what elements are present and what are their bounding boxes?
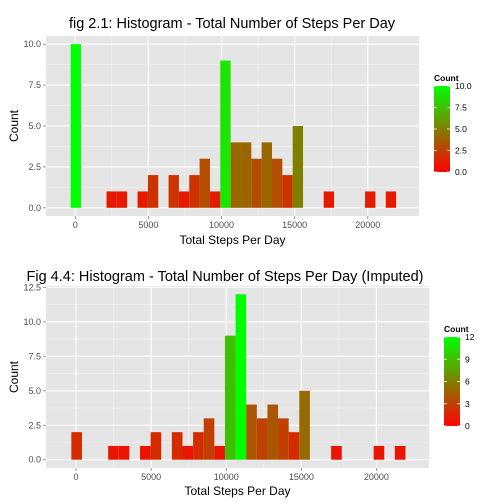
y-tick-label: 0.0 [28, 455, 41, 465]
histogram-bar [394, 445, 406, 460]
histogram-bar [240, 142, 252, 208]
histogram-bar [214, 445, 225, 460]
histogram-bar [261, 142, 273, 208]
histogram-bar [147, 175, 159, 208]
y-tick-label: 7.5 [28, 80, 41, 90]
histogram-bar [323, 191, 335, 208]
x-axis-title: Total Steps Per Day [179, 233, 285, 247]
histogram-bar [168, 175, 179, 208]
histogram-bar [230, 142, 241, 208]
legend-colorbar [444, 337, 460, 426]
histogram-bar [171, 432, 183, 460]
y-axis-title: Count [7, 360, 21, 393]
histogram-bar [282, 175, 293, 208]
x-axis-title: Total Steps Per Day [184, 484, 290, 498]
x-tick-label: 0 [74, 472, 79, 482]
histogram-bar [251, 158, 262, 208]
x-tick-label: 20000 [355, 220, 380, 230]
legend-tick-label: 12 [465, 332, 475, 342]
histogram-bar [178, 191, 190, 208]
x-tick-label: 10000 [209, 220, 234, 230]
y-tick-label: 12.5 [23, 282, 41, 292]
y-tick-label: 0.0 [28, 203, 41, 213]
histogram-bar [116, 191, 128, 208]
histogram-bar [224, 335, 236, 460]
y-tick-label: 10.0 [23, 317, 41, 327]
legend-tick-label: 2.5 [455, 146, 467, 156]
histogram-bar [385, 191, 397, 208]
y-tick-label: 5.0 [28, 121, 41, 131]
x-tick-label: 0 [73, 220, 78, 230]
histogram-bar [140, 445, 151, 460]
histogram-bar [256, 418, 268, 460]
x-tick-label: 10000 [214, 472, 239, 482]
histogram-bar [365, 191, 376, 208]
x-tick-label: 20000 [364, 472, 389, 482]
y-axis-title: Count [7, 109, 21, 142]
histogram-bar [209, 191, 221, 208]
y-tick-label: 7.5 [28, 351, 41, 361]
legend-tick-label: 5.0 [455, 124, 467, 134]
histogram-bar [118, 445, 130, 460]
chart-title: Fig 4.4: Histogram - Total Number of Ste… [26, 269, 423, 285]
x-tick-label: 5000 [141, 472, 161, 482]
histogram-bar [246, 404, 257, 460]
histogram-bar [108, 445, 119, 460]
y-tick-label: 10.0 [23, 39, 41, 49]
histogram-bar [272, 158, 283, 208]
chart-1: 0.0 2.5 5.0 7.5 10.0 0 5000 10000 15000 20000 fig … [7, 16, 472, 247]
legend-tick-label: 0.0 [455, 167, 467, 177]
histogram-bar [220, 60, 231, 208]
legend-colorbar [434, 86, 450, 172]
legend-tick-label: 0 [465, 421, 470, 431]
histogram-bar [299, 390, 310, 460]
histogram-bar [150, 432, 162, 460]
legend-tick-label: 7.5 [455, 103, 467, 113]
histogram-bar [137, 191, 148, 208]
histogram-bar [292, 126, 304, 208]
histogram-bar [288, 432, 300, 460]
histogram-bar [70, 44, 82, 208]
legend-tick-label: 3 [465, 399, 470, 409]
histogram-bar [203, 418, 215, 460]
x-tick-label: 5000 [138, 220, 158, 230]
legend-tick-label: 6 [465, 377, 470, 387]
x-tick-label: 15000 [289, 472, 314, 482]
y-tick-label: 5.0 [28, 386, 41, 396]
histogram-bar [373, 445, 385, 460]
histogram-bar [199, 158, 210, 208]
histogram-bar [278, 418, 289, 460]
legend-tick-label: 9 [465, 354, 470, 364]
chart-2: 0.0 2.5 5.0 7.5 10.0 12.5 0 5000 10000 15000 20000… [7, 269, 475, 498]
histogram-bar [189, 175, 200, 208]
histogram-bar [193, 432, 204, 460]
y-tick-label: 2.5 [28, 420, 41, 430]
y-tick-label: 2.5 [28, 162, 41, 172]
legend-title: Count [444, 324, 469, 334]
chart-title: fig 2.1: Histogram - Total Number of Ste… [69, 16, 396, 32]
legend-title: Count [434, 73, 459, 83]
x-tick-label: 15000 [282, 220, 307, 230]
histogram-bar [71, 432, 82, 460]
histogram-bar [106, 191, 117, 208]
histogram-bar [235, 294, 247, 460]
histogram-bar [331, 445, 342, 460]
legend-tick-label: 10.0 [455, 81, 472, 91]
histogram-bar [182, 445, 194, 460]
histogram-bar [267, 404, 279, 460]
